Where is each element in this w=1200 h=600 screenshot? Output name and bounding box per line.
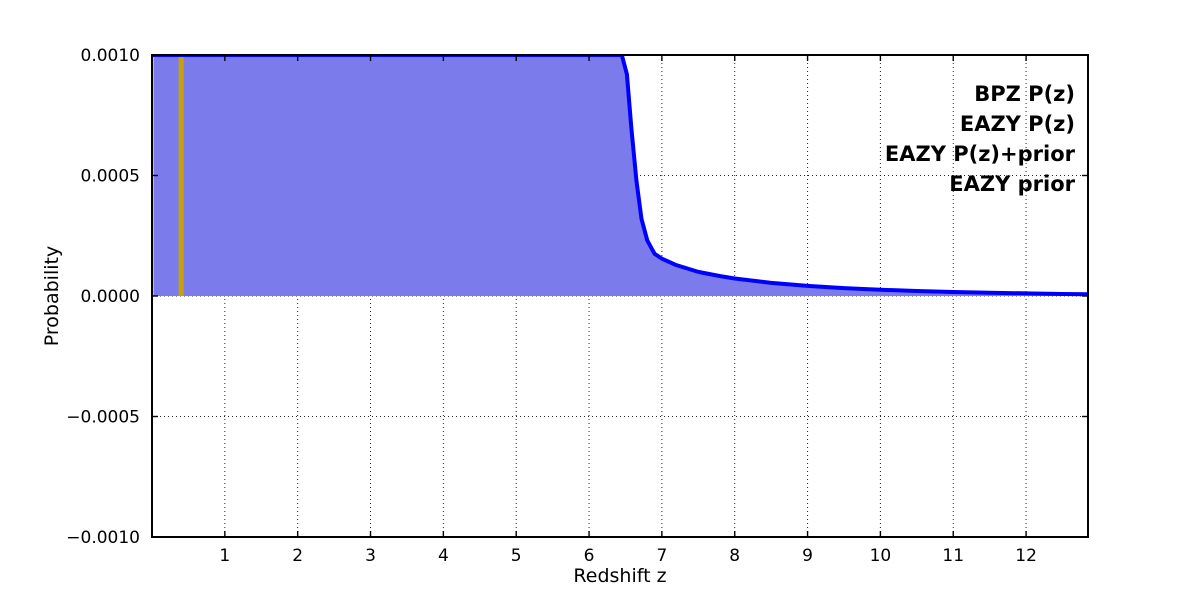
y-tick-label: 0.0005 [81,167,140,187]
x-tick-label: 4 [438,546,449,566]
data-layer [152,55,1088,297]
legend-item-3: EAZY prior [949,172,1075,196]
x-tick-label: 7 [656,546,667,566]
x-tick-label: 8 [729,546,740,566]
x-axis-title: Redshift z [573,565,666,587]
bpz-pz-filled-area [153,55,1088,296]
x-tick-label: 5 [511,546,522,566]
x-tick-label: 10 [870,546,892,566]
legend-item-0: BPZ P(z) [974,82,1075,106]
x-axis-ticks [224,55,1027,537]
x-tick-label: 2 [292,546,303,566]
y-axis-tick-labels: −0.0010 −0.0005 0.0000 0.0005 0.0010 [66,46,140,548]
bpz-pz-curve [152,55,1088,297]
y-tick-label: 0.0000 [81,287,140,307]
legend-item-1: EAZY P(z) [960,112,1075,136]
y-tick-label: 0.0010 [81,46,140,66]
legend-item-2: EAZY P(z)+prior [885,142,1076,166]
x-axis-tick-labels: 1 2 3 4 5 6 7 8 9 10 11 12 [219,546,1036,566]
x-tick-label: 6 [584,546,595,566]
y-axis-ticks [152,54,1088,538]
y-axis-title: Probability [41,246,63,346]
x-tick-label: 11 [942,546,964,566]
x-tick-label: 1 [219,546,230,566]
x-tick-label: 3 [365,546,376,566]
y-tick-label: −0.0005 [66,408,140,428]
x-tick-label: 12 [1015,546,1037,566]
y-tick-label: −0.0010 [66,528,140,548]
x-tick-label: 9 [802,546,813,566]
chart-legend: BPZ P(z) EAZY P(z) EAZY P(z)+prior EAZY pri… [885,82,1076,196]
